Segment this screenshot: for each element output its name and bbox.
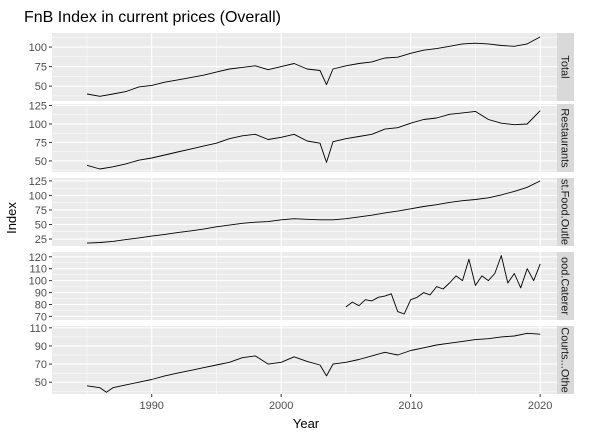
y-tick-label: 50: [35, 156, 47, 168]
y-tick-label: 100: [29, 190, 47, 202]
y-tick-label: 100: [29, 42, 47, 54]
strip-background: [557, 252, 574, 320]
y-tick-label: 70: [35, 359, 47, 371]
y-axis-title: Index: [4, 202, 19, 234]
facet-panels: 50 75 100 Total 50 75 100 125 Restaurants 25 50 75 1…: [29, 33, 574, 394]
strip-background: [557, 104, 574, 172]
y-tick-label: 125: [29, 100, 47, 112]
series-line: [345, 255, 541, 315]
y-tick-label: 50: [35, 377, 47, 389]
panel-1: 50 75 100 Total: [29, 33, 574, 101]
chart-title: FnB Index in current prices (Overall): [24, 9, 281, 26]
y-tick-label: 100: [29, 119, 47, 131]
panel-background: [52, 326, 557, 394]
y-tick-label: 75: [35, 62, 47, 74]
strip-label: Total: [559, 55, 571, 78]
y-tick-label: 90: [35, 341, 47, 353]
y-tick-label: 100: [29, 276, 47, 288]
x-tick-label: 2020: [528, 400, 552, 412]
series-line: [86, 180, 541, 244]
strip-background: [557, 178, 574, 246]
y-tick-label: 75: [35, 137, 47, 149]
strip-background: [557, 33, 574, 101]
x-tick-label: 1990: [139, 400, 163, 412]
series-line: [86, 332, 541, 393]
strip-label: st.Food.Outle: [559, 179, 571, 245]
y-tick-label: 90: [35, 288, 47, 300]
series-line: [86, 110, 541, 170]
x-axis: 1990 2000 2010 2020: [139, 394, 552, 412]
panel-background: [52, 252, 557, 320]
y-tick-label: 110: [29, 264, 47, 276]
strip-label: Restaurants: [559, 108, 571, 168]
strip-label: ood.Caterer: [559, 257, 571, 315]
panel-3: 25 50 75 100 125 st.Food.Outle: [29, 176, 574, 246]
x-tick-label: 2010: [398, 400, 422, 412]
strip-label: Courts...Othe: [559, 327, 571, 392]
x-axis-title: Year: [293, 416, 320, 431]
panel-background: [52, 178, 557, 246]
y-tick-label: 50: [35, 81, 47, 93]
panel-5: 50 70 90 110 Courts...Othe: [29, 323, 574, 394]
y-tick-label: 70: [35, 311, 47, 323]
y-tick-label: 120: [29, 252, 47, 264]
x-tick-label: 2000: [269, 400, 293, 412]
y-tick-label: 25: [35, 234, 47, 246]
y-tick-label: 110: [29, 323, 47, 335]
series-line: [86, 36, 541, 97]
panel-background: [52, 104, 557, 172]
y-tick-label: 75: [35, 205, 47, 217]
panel-2: 50 75 100 125 Restaurants: [29, 100, 574, 172]
y-tick-label: 50: [35, 219, 47, 231]
strip-background: [557, 326, 574, 394]
y-tick-label: 125: [29, 176, 47, 188]
y-tick-label: 80: [35, 299, 47, 311]
